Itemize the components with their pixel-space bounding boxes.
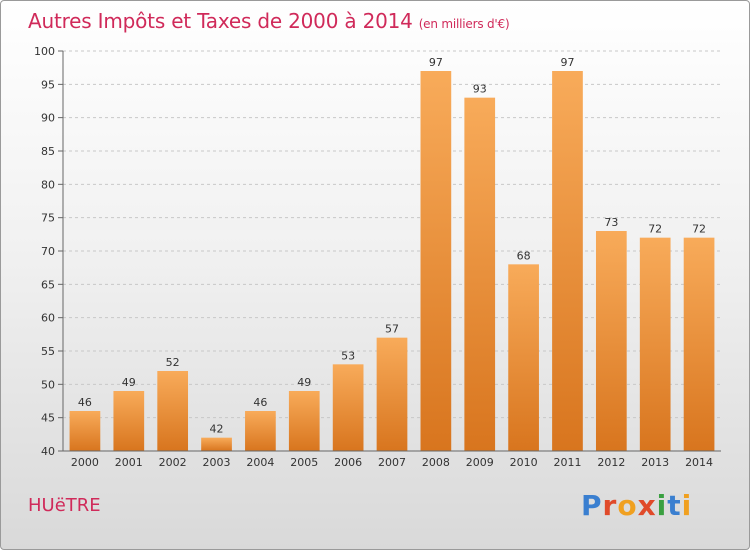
- y-tick-label: 75: [41, 212, 55, 225]
- bar-2012: [595, 231, 627, 451]
- bar-2014: [683, 237, 715, 451]
- logo-letter: P: [581, 489, 603, 522]
- y-tick-label: 95: [41, 78, 55, 91]
- chart-title: Autres Impôts et Taxes de 2000 à 2014 (en…: [28, 9, 510, 33]
- bar-value-label: 46: [78, 396, 92, 409]
- bar-value-label: 68: [517, 249, 531, 262]
- x-tick-label: 2001: [115, 456, 143, 469]
- logo-letter: t: [667, 489, 682, 522]
- y-tick-label: 55: [41, 345, 55, 358]
- x-tick-label: 2008: [422, 456, 450, 469]
- y-tick-label: 40: [41, 445, 55, 458]
- x-tick-label: 2012: [597, 456, 625, 469]
- bar-value-label: 53: [341, 349, 355, 362]
- y-tick-label: 80: [41, 178, 55, 191]
- bar-value-label: 97: [560, 56, 574, 69]
- bar-value-label: 42: [210, 423, 224, 436]
- y-tick-label: 65: [41, 278, 55, 291]
- bar-2005: [288, 391, 320, 451]
- bar-2003: [201, 437, 232, 451]
- logo-letter: x: [637, 489, 657, 522]
- x-tick-label: 2004: [246, 456, 274, 469]
- y-tick-label: 60: [41, 312, 55, 325]
- bar-value-label: 72: [648, 223, 662, 236]
- bar-value-label: 46: [253, 396, 267, 409]
- y-tick-label: 45: [41, 412, 55, 425]
- y-tick-label: 70: [41, 245, 55, 258]
- x-tick-label: 2011: [553, 456, 581, 469]
- logo-letter: i: [656, 489, 668, 522]
- x-tick-label: 2005: [290, 456, 318, 469]
- bar-value-label: 57: [385, 323, 399, 336]
- x-tick-label: 2007: [378, 456, 406, 469]
- logo-letter: o: [617, 489, 638, 522]
- x-tick-label: 2002: [159, 456, 187, 469]
- bar-2001: [113, 391, 145, 451]
- x-tick-label: 2006: [334, 456, 362, 469]
- bar-2002: [157, 371, 189, 451]
- x-tick-label: 2003: [203, 456, 231, 469]
- chart-subtitle: (en milliers d'€): [418, 17, 510, 31]
- bar-value-label: 73: [604, 216, 618, 229]
- x-tick-label: 2009: [466, 456, 494, 469]
- bar-value-label: 93: [473, 83, 487, 96]
- bar-2013: [639, 237, 671, 451]
- bar-2007: [376, 337, 408, 451]
- x-axis: 2000 2001 2002 2003 2004 2005 2006 2007 2008 2009…: [63, 450, 721, 469]
- bar-2009: [464, 97, 496, 452]
- logo-letter: r: [602, 489, 618, 522]
- y-tick-label: 50: [41, 378, 55, 391]
- y-tick-label: 85: [41, 145, 55, 158]
- chart-title-text: Autres Impôts et Taxes de 2000 à 2014: [28, 9, 413, 33]
- x-tick-label: 2014: [685, 456, 713, 469]
- logo-letter: i: [681, 489, 693, 522]
- x-tick-label: 2013: [641, 456, 669, 469]
- proxiti-logo[interactable]: Proxiti: [581, 489, 692, 522]
- x-tick-label: 2010: [510, 456, 538, 469]
- bar-2004: [245, 411, 276, 451]
- bar-value-label: 97: [429, 56, 443, 69]
- bar-2006: [332, 364, 364, 451]
- y-tick-label: 100: [34, 45, 55, 58]
- bar-2000: [69, 411, 101, 451]
- y-axis: 40 45 50 55 60 65 70 75 80 85 90 95 100: [34, 45, 64, 458]
- bar-value-label: 49: [297, 376, 311, 389]
- y-tick-label: 90: [41, 112, 55, 125]
- bar-value-label: 49: [122, 376, 136, 389]
- location-label: HUëTRE: [28, 495, 101, 516]
- bar-value-label: 72: [692, 223, 706, 236]
- bar-2011: [552, 71, 583, 451]
- bars: 46 49 52 42 46 49 53 57 97 93 68 97 73 72 72: [69, 56, 715, 452]
- x-tick-label: 2000: [71, 456, 99, 469]
- bar-2010: [508, 264, 539, 451]
- bar-2008: [420, 71, 452, 451]
- bar-value-label: 52: [166, 356, 180, 369]
